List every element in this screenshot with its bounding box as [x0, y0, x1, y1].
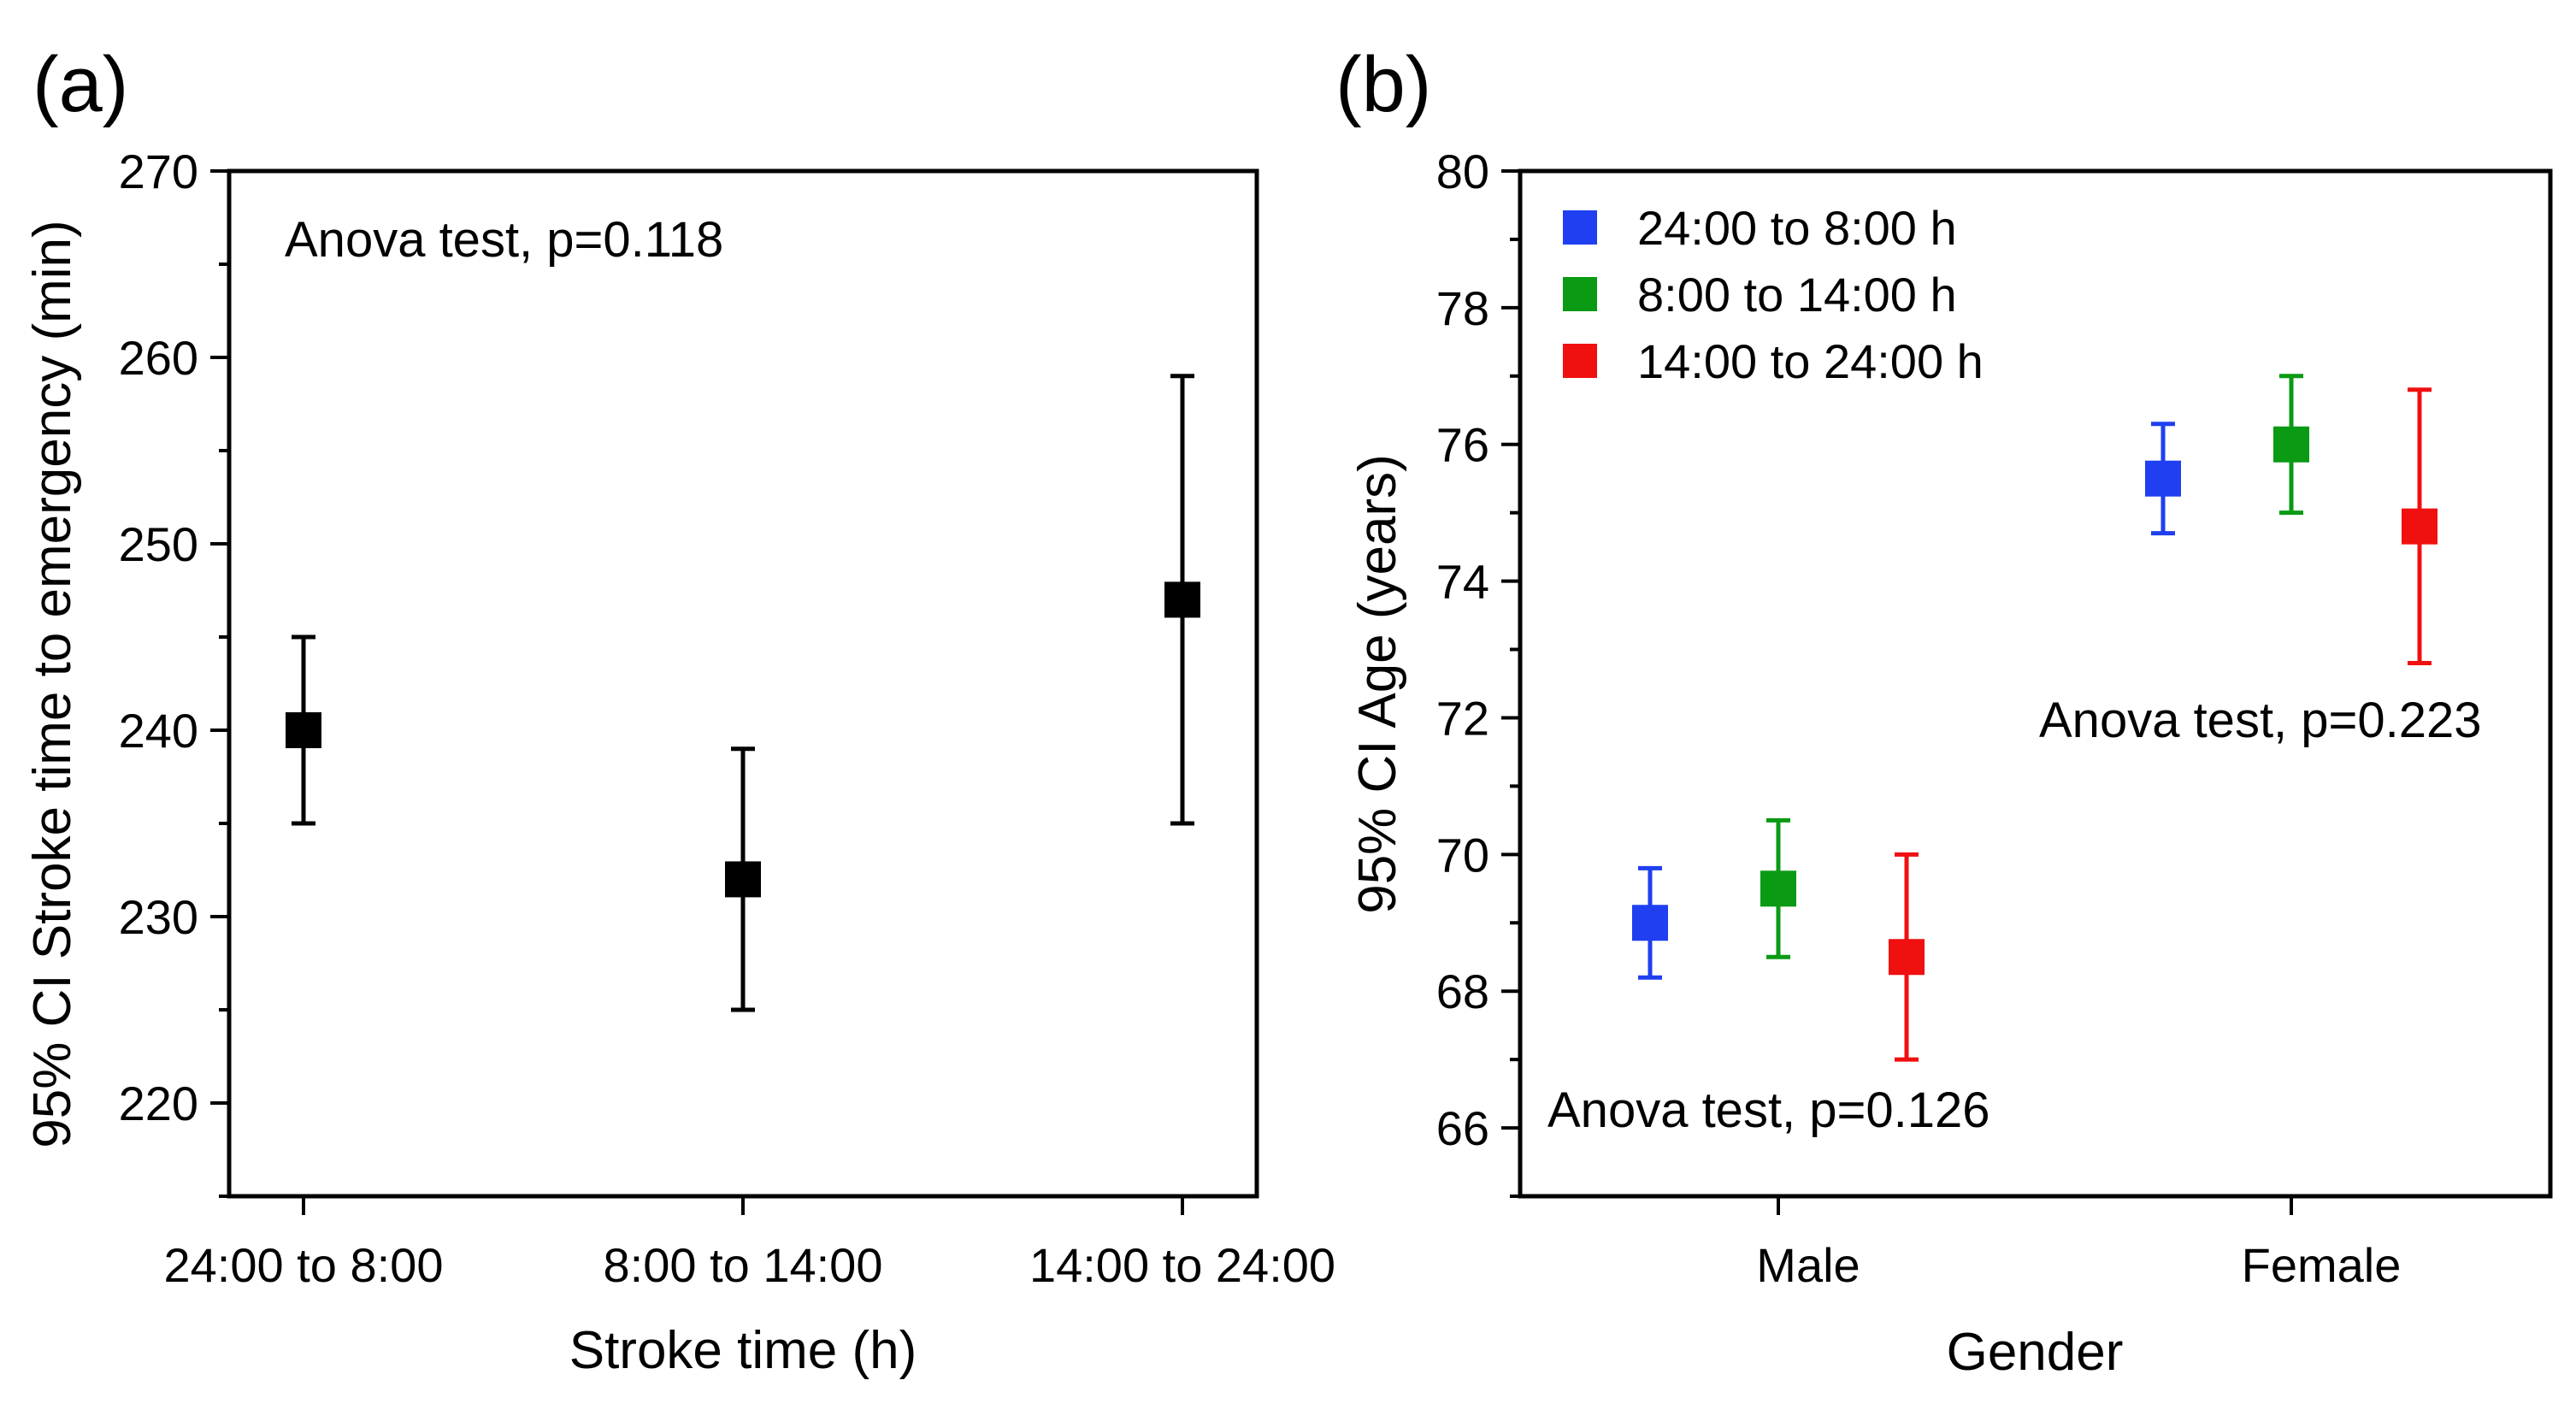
mean-marker	[286, 712, 321, 748]
y-tick-label: 70	[1436, 828, 1489, 882]
y-tick-label: 230	[119, 890, 198, 944]
panel-b-y-axis-title: 95% CI Age (years)	[1348, 454, 1407, 914]
data-point	[2402, 387, 2437, 666]
y-tick-label: 72	[1436, 691, 1489, 745]
panel-a-y-axis: 220 230 240 250 260 270	[119, 145, 229, 1198]
panel-b-y-axis: 66 68 70 72 74 76 78 80	[1436, 145, 1520, 1198]
y-tick-label: 260	[119, 331, 198, 385]
panel-b-male-anova-annotation: Anova test, p=0.126	[1547, 1082, 1990, 1138]
x-tick-label: Female	[2242, 1238, 2402, 1292]
y-tick-label: 270	[119, 145, 198, 198]
mean-marker	[1164, 581, 1200, 618]
y-tick-label: 78	[1436, 281, 1489, 335]
mean-marker	[725, 861, 761, 898]
panel-a-anova-annotation: Anova test, p=0.118	[285, 212, 723, 268]
legend-label: 14:00 to 24:00 h	[1637, 334, 1984, 388]
y-tick-label: 76	[1436, 418, 1489, 472]
mean-marker	[2145, 460, 2181, 497]
legend-swatch	[1563, 344, 1597, 378]
panel-a-x-axis: 24:00 to 8:00 8:00 to 14:00 14:00 to 24:00	[164, 1196, 1335, 1292]
panel-a: (a) 220 230 240 250 260 270 24:00 to 8:00 8:00…	[23, 41, 1335, 1380]
data-point	[725, 746, 761, 1012]
data-point	[1889, 852, 1925, 1062]
data-point	[1164, 374, 1200, 826]
x-tick-label: 24:00 to 8:00	[164, 1238, 444, 1292]
panel-b-x-axis: Male Female	[1756, 1196, 2401, 1292]
mean-marker	[1889, 939, 1925, 976]
panel-a-label: (a)	[32, 41, 128, 128]
y-tick-label: 80	[1436, 145, 1489, 198]
mean-marker	[1760, 870, 1796, 907]
panel-b: (b) 66 68 70 72 74 76 78 80 Male Female 24:00 to…	[1335, 41, 2553, 1382]
panel-a-data	[286, 374, 1200, 1012]
legend-label: 8:00 to 14:00 h	[1637, 268, 1957, 322]
mean-marker	[2273, 426, 2309, 463]
legend-swatch	[1563, 210, 1597, 245]
panel-b-data	[1632, 374, 2437, 1062]
x-tick-label: Male	[1756, 1238, 1860, 1292]
y-tick-label: 240	[119, 704, 198, 758]
data-point	[286, 634, 321, 826]
data-point	[1760, 817, 1796, 959]
panel-b-plot-frame	[1518, 168, 2553, 1199]
y-tick-label: 68	[1436, 965, 1489, 1018]
mean-marker	[2402, 508, 2437, 545]
panel-b-label: (b)	[1335, 41, 1431, 128]
legend-swatch	[1563, 277, 1597, 311]
panel-b-female-anova-annotation: Anova test, p=0.223	[2039, 693, 2482, 748]
data-point	[2273, 374, 2309, 516]
y-tick-label: 74	[1436, 555, 1489, 609]
y-tick-label: 250	[119, 517, 198, 571]
mean-marker	[1632, 905, 1668, 941]
panel-b-legend: 24:00 to 8:00 h 8:00 to 14:00 h 14:00 to 2…	[1563, 201, 1984, 388]
data-point	[1632, 865, 1668, 980]
y-tick-label: 66	[1436, 1101, 1489, 1155]
panel-a-x-axis-title: Stroke time (h)	[569, 1321, 917, 1380]
panel-b-x-axis-title: Gender	[1947, 1323, 2124, 1382]
data-point	[2145, 422, 2181, 536]
legend-label: 24:00 to 8:00 h	[1637, 201, 1957, 255]
x-tick-label: 14:00 to 24:00	[1029, 1238, 1335, 1292]
y-tick-label: 220	[119, 1077, 198, 1130]
panel-a-plot-frame	[227, 168, 1259, 1199]
x-tick-label: 8:00 to 14:00	[604, 1238, 883, 1292]
panel-a-y-axis-title: 95% CI Stroke time to emergency (min)	[23, 220, 82, 1147]
